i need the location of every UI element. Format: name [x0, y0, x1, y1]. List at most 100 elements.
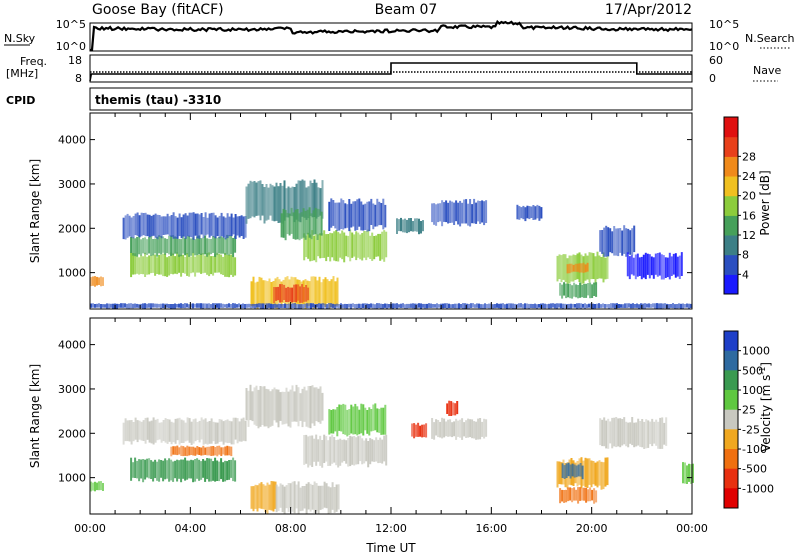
power-region-18-cell — [608, 304, 610, 309]
power-region-1-cell — [186, 253, 189, 276]
velocity-colorbar-tick-label: 500 — [742, 364, 763, 377]
velocity-region-3-cell — [174, 418, 177, 444]
velocity-region-1-cell — [202, 459, 205, 478]
power-region-1-cell — [194, 256, 197, 277]
velocity-region-4-cell — [269, 391, 272, 427]
velocity-region-13-cell — [573, 464, 576, 478]
power-region-18-cell — [160, 303, 162, 309]
power-region-8-cell — [250, 281, 253, 307]
power-region-3-cell — [242, 216, 245, 239]
power-region-18-cell — [496, 303, 498, 308]
power-region-3-cell — [236, 216, 239, 236]
power-region-18-cell — [466, 303, 468, 309]
velocity-region-15-cell — [655, 419, 658, 446]
power-region-7-cell — [308, 207, 311, 238]
velocity-region-11-cell — [445, 421, 448, 437]
velocity-region-4-cell — [275, 389, 278, 423]
power-region-5-cell — [329, 232, 332, 262]
power-region-18-cell — [234, 303, 236, 308]
power-region-10-cell — [400, 217, 402, 232]
power-region-18-cell — [636, 303, 638, 308]
power-region-3-cell — [190, 212, 193, 238]
power-region-10-cell — [412, 221, 414, 232]
power-region-9-cell — [273, 287, 276, 304]
velocity-region-5-cell — [369, 438, 372, 465]
power-region-18-cell — [620, 304, 622, 308]
velocity-region-3-cell — [172, 422, 175, 443]
velocity-region-6-cell — [384, 404, 387, 435]
power-region-18-cell — [136, 303, 138, 308]
velocity-region-15-cell — [623, 417, 626, 445]
power-region-9-cell — [307, 287, 310, 301]
power-region-18-cell — [402, 303, 404, 308]
power-region-10-cell — [408, 218, 410, 233]
power-region-8-cell — [320, 282, 323, 307]
power-region-3-cell — [150, 215, 153, 237]
power-region-6-cell — [380, 203, 383, 226]
power-region-18-cell — [398, 304, 400, 308]
velocity-region-8-cell — [303, 486, 306, 509]
power-region-18-cell — [508, 303, 510, 309]
power-region-2-cell — [182, 235, 185, 254]
power-region-1-cell — [188, 255, 191, 277]
velocity-region-0-cell — [90, 481, 92, 492]
power-colorbar-tick-label: 16 — [742, 209, 756, 222]
power-region-11-cell — [455, 200, 458, 222]
power-region-18-cell — [536, 304, 538, 309]
velocity-region-6-cell — [336, 407, 339, 437]
velocity-region-1-cell — [220, 458, 223, 480]
power-region-5-cell — [363, 231, 366, 258]
velocity-ytick-label: 3000 — [58, 383, 86, 396]
velocity-region-1-cell — [208, 458, 211, 482]
power-region-6-cell — [340, 198, 343, 229]
velocity-region-5-cell — [321, 440, 324, 468]
power-region-15-cell — [559, 282, 562, 296]
velocity-region-8-cell — [335, 484, 338, 512]
velocity-ylabel: Slant Range [km] — [28, 364, 42, 468]
power-region-15-cell — [593, 282, 596, 296]
power-region-18-cell — [382, 304, 384, 309]
velocity-region-5-cell — [365, 438, 368, 462]
velocity-region-5-cell — [309, 435, 312, 466]
freq-panel: Freq. [MHz] 18 8 60 0 Nave — [6, 54, 781, 85]
power-region-2-cell — [192, 237, 195, 254]
power-region-16-cell — [631, 228, 634, 256]
power-region-17-cell — [666, 257, 669, 278]
power-region-12-cell — [520, 207, 523, 219]
power-region-18-cell — [488, 303, 490, 309]
power-ytick-label: 2000 — [58, 222, 86, 235]
velocity-region-6-cell — [358, 409, 361, 435]
velocity-region-3-cell — [156, 418, 159, 441]
power-region-18-cell — [356, 303, 358, 309]
velocity-region-8-cell — [285, 485, 288, 509]
velocity-region-11-cell — [433, 422, 436, 440]
velocity-region-15-cell — [665, 417, 668, 446]
power-region-18-cell — [638, 304, 640, 309]
velocity-region-8-cell — [307, 482, 310, 510]
power-region-18-cell — [416, 303, 418, 309]
power-region-12-cell — [524, 207, 527, 222]
power-region-2-cell — [152, 239, 155, 256]
velocity-region-1-cell — [154, 459, 157, 479]
velocity-region-8-cell — [305, 483, 308, 514]
velocity-region-1-cell — [190, 459, 193, 479]
power-region-3-cell — [222, 216, 225, 238]
velocity-region-4-cell — [283, 391, 286, 425]
velocity-region-7-cell — [256, 485, 259, 512]
velocity-region-10-cell — [454, 403, 457, 416]
velocity-region-4-cell — [303, 386, 306, 422]
power-region-18-cell — [580, 303, 582, 309]
power-region-18-cell — [570, 303, 572, 309]
power-background — [90, 113, 692, 309]
power-region-18-cell — [578, 303, 580, 309]
power-region-13-cell — [602, 252, 605, 283]
power-region-2-cell — [216, 237, 219, 256]
power-region-18-cell — [312, 303, 314, 308]
velocity-region-5-cell — [331, 434, 334, 464]
nsky-left-tick-top: 10^5 — [56, 18, 86, 31]
power-region-1-cell — [136, 255, 139, 274]
power-region-18-cell — [200, 303, 202, 309]
velocity-region-1-cell — [224, 460, 227, 482]
velocity-region-3-cell — [144, 417, 147, 444]
velocity-region-6-cell — [352, 406, 355, 435]
